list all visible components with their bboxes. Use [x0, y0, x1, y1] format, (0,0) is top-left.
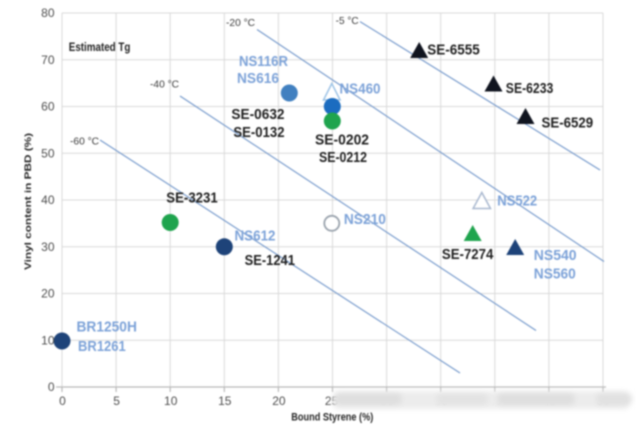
- svg-text:10: 10: [164, 394, 178, 408]
- svg-text:SE-0202: SE-0202: [315, 131, 369, 148]
- svg-text:-40 °C: -40 °C: [150, 79, 179, 91]
- svg-text:BR1250H: BR1250H: [77, 319, 137, 336]
- svg-text:0: 0: [48, 380, 55, 394]
- svg-text:70: 70: [41, 53, 55, 67]
- svg-text:Bound Styrene (%): Bound Styrene (%): [291, 412, 373, 424]
- svg-text:-5 °C: -5 °C: [336, 15, 359, 27]
- svg-text:NS616: NS616: [237, 70, 279, 87]
- svg-text:NS612: NS612: [235, 228, 276, 245]
- svg-text:SE-0212: SE-0212: [319, 149, 367, 166]
- svg-text:NS116R: NS116R: [239, 53, 288, 70]
- svg-text:20: 20: [41, 287, 55, 301]
- svg-text:SE-0132: SE-0132: [233, 124, 284, 141]
- svg-text:Estimated Tg: Estimated Tg: [69, 42, 131, 54]
- svg-text:80: 80: [41, 6, 55, 20]
- svg-text:-60 °C: -60 °C: [70, 136, 99, 148]
- svg-text:40: 40: [41, 193, 55, 207]
- svg-text:10: 10: [41, 334, 55, 348]
- svg-text:Vinyl content in PBD (%): Vinyl content in PBD (%): [23, 133, 34, 270]
- svg-text:0: 0: [59, 394, 66, 408]
- svg-text:15: 15: [218, 394, 232, 408]
- svg-text:NS522: NS522: [497, 193, 537, 210]
- svg-text:SE-6555: SE-6555: [427, 41, 480, 58]
- svg-text:60: 60: [41, 100, 55, 114]
- svg-text:50: 50: [41, 147, 55, 161]
- svg-text:NS210: NS210: [344, 211, 386, 228]
- svg-text:NS560: NS560: [534, 266, 576, 283]
- svg-text:NS540: NS540: [534, 247, 577, 264]
- svg-text:SE-7274: SE-7274: [442, 246, 494, 263]
- svg-text:5: 5: [113, 394, 120, 408]
- svg-text:SE-6529: SE-6529: [542, 114, 594, 131]
- svg-text:20: 20: [272, 394, 286, 408]
- svg-text:SE-3231: SE-3231: [166, 190, 217, 207]
- svg-text:SE-0632: SE-0632: [231, 106, 284, 123]
- svg-text:NS460: NS460: [340, 81, 381, 98]
- svg-text:30: 30: [41, 240, 55, 254]
- svg-text:-20 °C: -20 °C: [226, 17, 255, 29]
- svg-text:SE-1241: SE-1241: [245, 252, 295, 269]
- svg-text:BR1261: BR1261: [78, 338, 126, 355]
- svg-text:SE-6233: SE-6233: [506, 80, 554, 97]
